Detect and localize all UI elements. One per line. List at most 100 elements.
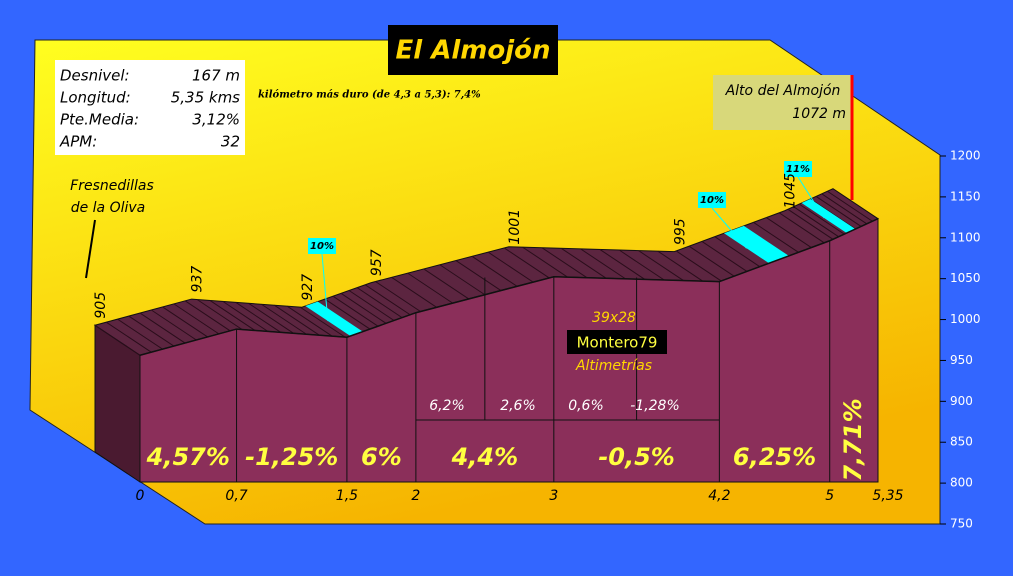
x-tick-label: 3 <box>549 488 558 504</box>
ridge-stripe <box>787 208 834 240</box>
elevation-label: 905 <box>93 292 109 319</box>
grade-label: 4,57% <box>146 443 230 471</box>
ridge-stripe <box>340 292 387 324</box>
y-tick-label: 750 <box>950 517 973 531</box>
x-tick-label: 5 <box>825 488 834 504</box>
start-label: de la Oliva <box>71 200 146 216</box>
ridge-stripe <box>248 302 294 334</box>
grade-label: -0,5% <box>598 443 675 471</box>
ridge-stripe <box>332 295 379 327</box>
steep-tag <box>784 161 812 177</box>
ridge-stripe <box>139 312 186 344</box>
ridge-stripe <box>810 198 856 230</box>
stat-label: Pte.Media: <box>60 111 139 129</box>
ridge-stripe <box>541 247 588 279</box>
ridge-stripe <box>364 284 411 316</box>
ridge-stripe <box>580 248 626 280</box>
credit-name: Altimetrías <box>575 358 652 374</box>
elevation-label: 937 <box>190 266 206 293</box>
ridge-stripe <box>471 255 518 287</box>
steep-stripe <box>305 301 363 337</box>
note: kilómetro más duro (de 4,3 a 5,3): 7,4% <box>258 90 481 101</box>
steep-label: 10% <box>310 241 334 252</box>
x-tick-label: 2 <box>411 488 420 504</box>
ridge-stripe <box>503 247 550 279</box>
y-tick-label: 950 <box>950 353 973 367</box>
ridge-stripe <box>299 306 346 338</box>
elevation-label: 1045 <box>783 173 799 209</box>
summit-elevation: 1072 m <box>792 106 846 122</box>
ridge-stripe <box>407 272 453 304</box>
grade-label: 6,25% <box>733 443 816 471</box>
summit-name: Alto del Almojón <box>725 83 841 99</box>
ridge-stripe <box>162 306 208 338</box>
ridge-stripe <box>657 250 704 282</box>
y-tick-label: 1050 <box>950 271 981 285</box>
ridge-stripe <box>128 315 175 347</box>
ridge-stripe <box>375 281 421 312</box>
y-tick-label: 850 <box>950 435 973 449</box>
stat-value: 167 m <box>192 67 240 85</box>
start-label: Fresnedillas <box>70 178 154 194</box>
title-box <box>388 25 558 75</box>
ridge-stripe <box>209 300 256 331</box>
ridge-stripe <box>815 195 862 227</box>
sub-grade-label: 6,2% <box>429 398 465 414</box>
grade-label: -1,25% <box>245 443 338 471</box>
ridge-stripe <box>391 276 437 308</box>
steep-tag <box>308 238 336 254</box>
ridge-stripe <box>105 321 152 353</box>
grade-label: 6% <box>361 443 402 471</box>
y-tick-label: 900 <box>950 394 973 408</box>
y-tick-label: 1100 <box>950 230 981 244</box>
ridge-stripe <box>618 249 665 281</box>
elevation-label: 927 <box>300 274 316 301</box>
y-tick-label: 800 <box>950 476 973 490</box>
steep-tag <box>698 192 726 208</box>
ridge-stripe <box>522 246 568 278</box>
sub-grade-label: 0,6% <box>568 398 604 414</box>
ridge-stripe <box>222 300 269 332</box>
stats-box <box>55 60 245 155</box>
ridge-stripe <box>324 298 371 330</box>
steep-pointer <box>797 176 825 219</box>
ridge-stripe <box>778 212 825 244</box>
x-tick-label: 1,5 <box>336 488 358 504</box>
steep-label: 11% <box>786 164 810 175</box>
ridge-stripe <box>184 300 231 332</box>
stat-label: Longitud: <box>60 89 131 107</box>
ridge-stripe <box>766 217 812 248</box>
ridge-stripe <box>423 268 470 300</box>
stat-value: 3,12% <box>192 111 240 129</box>
ridge-stripe <box>675 250 722 282</box>
steep-pointer <box>321 253 329 322</box>
ridge-stripe <box>455 260 502 291</box>
start-pointer <box>85 219 96 279</box>
ridge-stripe <box>688 245 735 277</box>
ridge-stripe <box>348 290 395 321</box>
ridge-stripe <box>173 303 220 335</box>
ridge-stripe <box>793 206 839 238</box>
ridge-stripe <box>151 309 197 341</box>
stat-label: APM: <box>59 133 97 151</box>
ridge-stripe <box>286 305 333 337</box>
ridge-stripe <box>261 303 307 335</box>
credit-box <box>567 330 667 354</box>
y-tick-label: 1200 <box>950 149 981 163</box>
ridge-stripe <box>235 301 281 333</box>
elevation-label: 995 <box>672 218 688 245</box>
grade-label: 4,4% <box>451 443 519 471</box>
ridge-stripe <box>487 251 534 283</box>
x-tick-label: 0,7 <box>225 488 247 504</box>
ridge-stripe <box>753 221 799 253</box>
credit-size: 39x28 <box>592 310 636 326</box>
ridge-stripe <box>439 264 486 296</box>
steep-stripe <box>801 199 856 234</box>
ridge-stripe <box>714 236 761 268</box>
grade-label: 7,71% <box>839 398 867 481</box>
steep-label: 10% <box>700 195 724 206</box>
y-tick-label: 1150 <box>950 189 981 203</box>
ridge-stripe <box>701 241 748 272</box>
steep-pointer <box>711 207 747 249</box>
